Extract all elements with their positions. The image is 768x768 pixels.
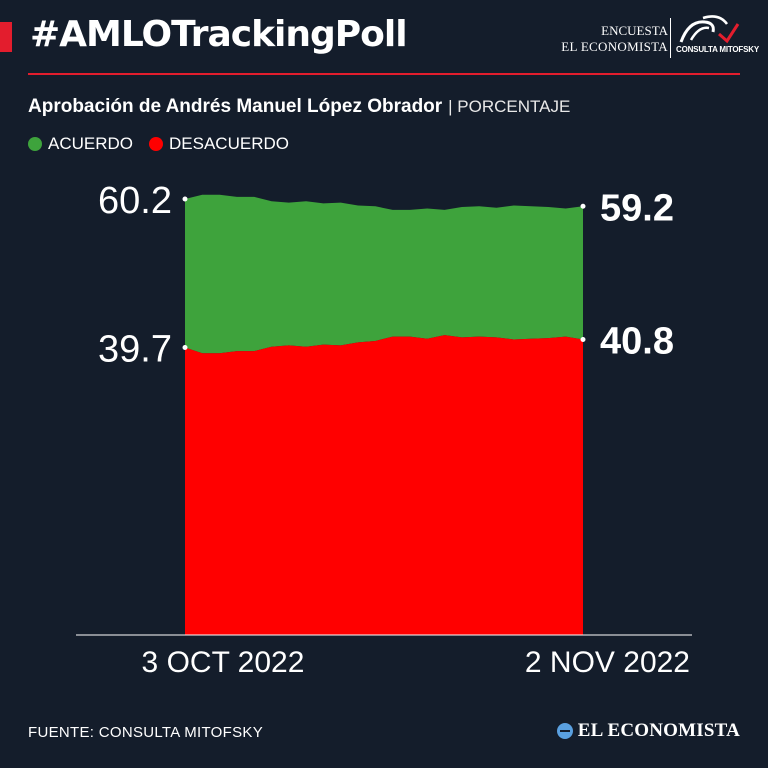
start-label-1: 39.7 — [98, 328, 172, 370]
start-marker-0 — [182, 196, 188, 202]
mitofsky-logo-text: CONSULTA MITOFSKY — [676, 45, 759, 54]
end-label-1: 40.8 — [600, 321, 674, 363]
chart-subtitle: Aprobación de Andrés Manuel López Obrado… — [28, 96, 443, 117]
hashtag-title: #AMLOTrackingPoll — [30, 14, 408, 55]
encuesta-brand: ENCUESTA EL ECONOMISTA — [561, 24, 668, 53]
legend-dot-desacuerdo — [149, 137, 164, 151]
header-rule — [28, 73, 740, 75]
unit-label: | PORCENTAJE — [448, 97, 571, 116]
end-marker-0 — [580, 203, 586, 209]
subtitle-row: Aprobación de Andrés Manuel López Obrado… — [28, 96, 570, 118]
series-area-desacuerdo — [185, 335, 583, 635]
mitofsky-logo-icon — [675, 14, 741, 60]
end-marker-1 — [580, 337, 586, 343]
series-area-acuerdo — [185, 194, 583, 354]
globe-icon — [556, 723, 573, 739]
footer-brand-name: EL ECONOMISTA — [577, 720, 740, 741]
legend-item-desacuerdo: DESACUERDO — [149, 134, 289, 154]
accent-bar — [0, 22, 12, 52]
legend: ACUERDO DESACUERDO — [28, 134, 305, 154]
encuesta-label: ENCUESTA — [601, 23, 668, 38]
x-tick-label-0: 3 OCT 2022 — [142, 646, 305, 679]
legend-label-acuerdo: ACUERDO — [48, 134, 134, 153]
footer-source: FUENTE: CONSULTA MITOFSKY — [28, 724, 264, 741]
footer-brand: EL ECONOMISTA — [556, 720, 740, 742]
end-label-0: 59.2 — [600, 187, 674, 229]
start-marker-1 — [182, 344, 188, 350]
x-tick-label-1: 2 NOV 2022 — [525, 646, 690, 679]
legend-dot-acuerdo — [28, 137, 42, 151]
start-label-0: 60.2 — [98, 180, 172, 222]
legend-label-desacuerdo: DESACUERDO — [169, 134, 289, 153]
legend-item-acuerdo: ACUERDO — [28, 134, 133, 154]
brand-separator — [670, 18, 671, 58]
el-economista-label: EL ECONOMISTA — [561, 39, 668, 54]
